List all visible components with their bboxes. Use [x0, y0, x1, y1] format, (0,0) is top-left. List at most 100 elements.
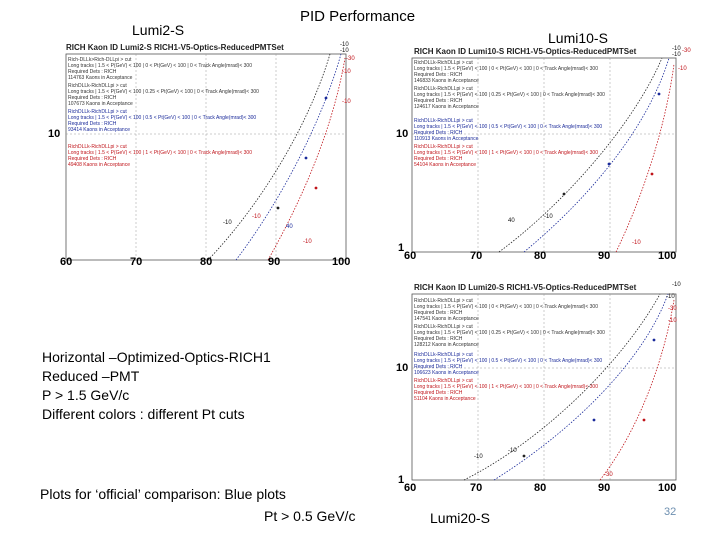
curve-label: -30 [668, 306, 677, 312]
y-tick-1: 1 [398, 474, 405, 486]
curve-label: -10 [678, 66, 687, 72]
legend-line: Required Dets : RICH [68, 95, 117, 101]
legend-line: 128212 Kaons in Acceptance [414, 342, 479, 348]
legend-line: Long tracks | 1.5 < P(GeV) < 100 | 0.5 <… [414, 124, 602, 130]
x-tick: 80 [200, 256, 213, 268]
legend-line: 51104 Kaons in Acceptance [414, 396, 476, 402]
curve-label: -10 [632, 240, 641, 246]
legend-line: 93414 Kaons in Acceptance [68, 127, 130, 133]
legend-line: RichDLLk-RichDLLpi > cut [414, 86, 473, 92]
legend-line: 106623 Kaons in Acceptance [414, 370, 479, 376]
legend-line: Required Dets : RICH [414, 364, 463, 370]
legend-line: RichDLLk-RichDLLpi > cut [414, 144, 473, 150]
x-tick: 70 [130, 256, 143, 268]
data-point [562, 192, 566, 196]
legend-line: Long tracks | 1.5 < P(GeV) < 100 | 1 < P… [68, 150, 252, 156]
legend-line: Long tracks | 1.5 < P(GeV) < 100 | 0.25 … [68, 89, 259, 95]
legend-line: Long tracks | 1.5 < P(GeV) < 100 | 0.25 … [414, 92, 605, 98]
curve-black [207, 53, 331, 261]
legend: RichDLLk-RichDLLpi > cut Long tracks | 1… [414, 60, 605, 168]
legend-line: Long tracks | 1.5 < P(GeV) < 100 | 0 < P… [414, 304, 598, 310]
curve-label: -10 [672, 282, 681, 288]
legend-line: RichDLLk-RichDLLpi > cut [414, 298, 473, 304]
legend-line: 146833 Kaons in Acceptance [414, 78, 479, 84]
curve-label: 40 [508, 218, 515, 224]
x-tick: 90 [598, 250, 611, 262]
legend-line: Rich-DLLk>Rich-DLLpi > cut [68, 57, 132, 63]
x-tick: 90 [268, 256, 281, 268]
legend-line: Long tracks | 1.5 < P(GeV) < 100 | 1 < P… [414, 384, 598, 390]
footer-line-2: Pt > 0.5 GeV/c [264, 508, 356, 524]
data-point [592, 418, 596, 422]
curve-label: -10 [474, 454, 483, 460]
curve-label: -10 [342, 69, 351, 75]
plot-title: RICH Kaon ID Lumi10-S RICH1-V5-Optics-Re… [414, 47, 637, 56]
legend-line: Required Dets : RICH [68, 69, 117, 75]
description-block: Horizontal –Optimized-Optics-RICH1 Reduc… [42, 348, 271, 424]
x-tick: 60 [404, 250, 417, 262]
lumi10-label: Lumi10-S [548, 30, 608, 46]
plot-title: RICH Kaon ID Lumi2-S RICH1-V5-Optics-Red… [66, 43, 284, 52]
x-tick: 70 [470, 250, 483, 262]
curve-label: -30 [346, 56, 355, 62]
footer-line-1: Plots for ‘official’ comparison: Blue pl… [40, 486, 286, 502]
page-number: 32 [664, 506, 677, 518]
legend-line: Long tracks | 1.5 < P(GeV) < 100 | 1 < P… [414, 150, 598, 156]
curve-label: -10 [340, 42, 349, 48]
curve-label: -10 [544, 214, 553, 220]
legend-line: Long tracks | 1.5 < P(GeV) < 100 | 0.25 … [414, 330, 605, 336]
curve-red [267, 57, 346, 261]
x-tick: 60 [60, 256, 73, 268]
curve-blue [235, 53, 342, 261]
data-point [652, 338, 656, 342]
legend-line: Required Dets : RICH [414, 156, 463, 162]
legend-line: RichDLLk-RichDLLpi > cut [414, 378, 473, 384]
legend-line: Required Dets : RICH [414, 130, 463, 136]
note-line: P > 1.5 GeV/c [42, 387, 130, 403]
plot-lumi2: RICH Kaon ID Lumi2-S RICH1-V5-Optics-Red… [58, 38, 358, 270]
legend-line: Required Dets : RICH [68, 156, 117, 162]
curve-label: -10 [303, 239, 312, 245]
data-point [276, 206, 280, 210]
legend-line: Required Dets : RICH [68, 121, 117, 127]
data-point [522, 454, 526, 458]
legend-line: Required Dets : RICH [414, 72, 463, 78]
grid [412, 294, 676, 480]
legend-line: 147541 Kaons in Acceptance [414, 316, 479, 322]
curve-label: -30 [604, 472, 613, 478]
plot-lumi10: RICH Kaon ID Lumi10-S RICH1-V5-Optics-Re… [404, 44, 694, 260]
legend-line: Long tracks | 1.5 < P(GeV) < 100 | 0.5 <… [68, 115, 256, 121]
curve-label: -10 [666, 294, 675, 300]
note-line: Different colors : different Pt cuts [42, 406, 245, 422]
lumi2-label: Lumi2-S [132, 22, 185, 38]
legend-line: Long tracks | 1.5 < P(GeV) < 100 | 0 < P… [414, 66, 598, 72]
plot-title: RICH Kaon ID Lumi20-S RICH1-V5-Optics-Re… [414, 283, 637, 292]
curve-label: -10 [668, 318, 677, 324]
plot-lumi10-svg: RICH Kaon ID Lumi10-S RICH1-V5-Optics-Re… [404, 44, 694, 260]
curve-black [463, 293, 661, 481]
legend-line: 110913 Kaons in Acceptance [414, 136, 479, 142]
x-tick: 90 [598, 482, 611, 494]
data-point [314, 186, 318, 190]
legend: Rich-DLLk>Rich-DLLpi > cut Long tracks |… [68, 57, 259, 168]
legend-line: 54104 Kaons in Acceptance [414, 162, 476, 168]
plot-lumi20: RICH Kaon ID Lumi20-S RICH1-V5-Optics-Re… [404, 280, 694, 486]
curve-label: -10 [252, 214, 261, 220]
slide-title: PID Performance [300, 8, 416, 25]
x-tick: 70 [470, 482, 483, 494]
legend-line: 49408 Kaons in Acceptance [68, 162, 130, 168]
curve-label: -10 [508, 448, 517, 454]
curve-blue [493, 293, 669, 481]
legend-line: Long tracks | 1.5 < P(GeV) < 100 | 0 < P… [68, 63, 252, 69]
legend-line: 114763 Kaons in Acceptance [68, 75, 133, 81]
x-tick: 80 [534, 482, 547, 494]
legend-line: Long tracks | 1.5 < P(GeV) < 100 | 0.5 <… [414, 358, 602, 364]
plot-lumi2-svg: RICH Kaon ID Lumi2-S RICH1-V5-Optics-Red… [58, 38, 358, 270]
legend-line: Required Dets : RICH [414, 98, 463, 104]
y-tick-1: 1 [398, 242, 405, 254]
data-point [650, 172, 654, 176]
legend: RichDLLk-RichDLLpi > cut Long tracks | 1… [414, 298, 605, 402]
legend-line: RichDLLk-RichDLLpi > cut [414, 324, 473, 330]
curve-label: -10 [223, 220, 232, 226]
lumi20-label: Lumi20-S [430, 510, 490, 526]
